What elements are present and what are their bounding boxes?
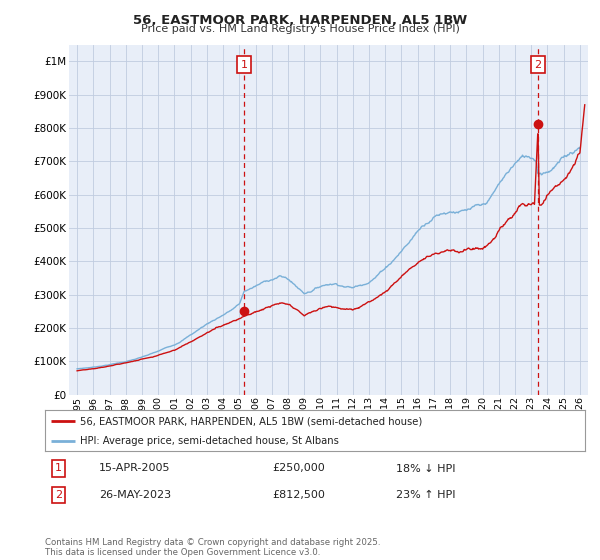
- Text: 1: 1: [55, 464, 62, 474]
- Text: 26-MAY-2023: 26-MAY-2023: [99, 490, 171, 500]
- Text: 18% ↓ HPI: 18% ↓ HPI: [396, 464, 455, 474]
- Text: 2: 2: [534, 60, 541, 70]
- Text: 1: 1: [241, 60, 247, 70]
- Text: 23% ↑ HPI: 23% ↑ HPI: [396, 490, 455, 500]
- Text: Price paid vs. HM Land Registry's House Price Index (HPI): Price paid vs. HM Land Registry's House …: [140, 24, 460, 34]
- Text: Contains HM Land Registry data © Crown copyright and database right 2025.
This d: Contains HM Land Registry data © Crown c…: [45, 538, 380, 557]
- Text: £812,500: £812,500: [272, 490, 325, 500]
- Text: 56, EASTMOOR PARK, HARPENDEN, AL5 1BW (semi-detached house): 56, EASTMOOR PARK, HARPENDEN, AL5 1BW (s…: [80, 417, 422, 426]
- Text: £250,000: £250,000: [272, 464, 325, 474]
- Text: HPI: Average price, semi-detached house, St Albans: HPI: Average price, semi-detached house,…: [80, 436, 339, 446]
- Text: 56, EASTMOOR PARK, HARPENDEN, AL5 1BW: 56, EASTMOOR PARK, HARPENDEN, AL5 1BW: [133, 14, 467, 27]
- Text: 15-APR-2005: 15-APR-2005: [99, 464, 170, 474]
- Text: 2: 2: [55, 490, 62, 500]
